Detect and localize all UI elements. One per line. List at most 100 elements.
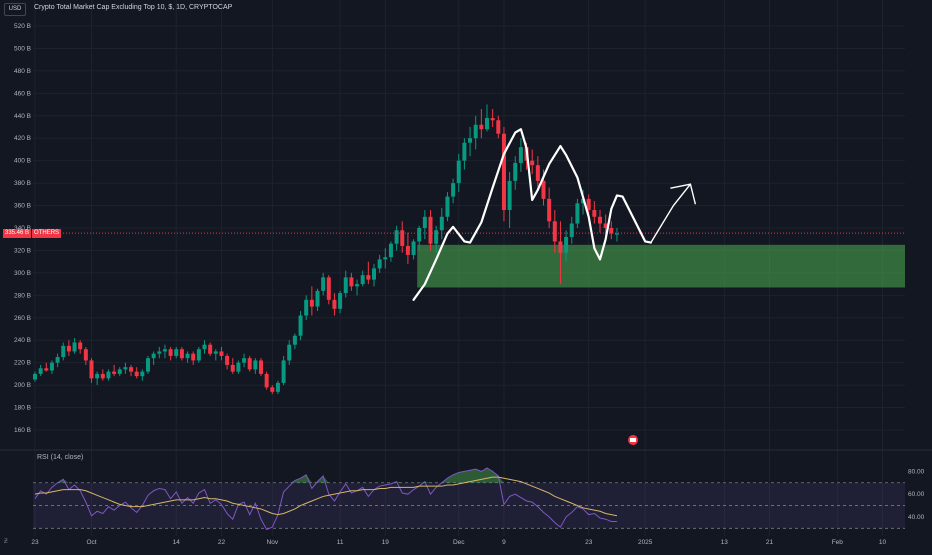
candle-body [451, 183, 456, 197]
candle [501, 127, 506, 222]
candle [38, 364, 43, 377]
candle [439, 207, 444, 240]
price-tick-label: 160 B [14, 427, 31, 434]
drawn-annotation-layer [412, 128, 697, 301]
candle [535, 156, 540, 190]
candle-body [185, 353, 190, 359]
time-tick-label: Feb [832, 539, 844, 546]
candle [270, 385, 275, 395]
candle [123, 362, 128, 374]
candle-body [230, 364, 235, 372]
candle-body [598, 216, 602, 224]
candle-body [428, 216, 433, 244]
candle-body [49, 362, 54, 371]
candle-body [162, 349, 167, 352]
candle [485, 104, 489, 132]
candle [547, 187, 552, 228]
candle [394, 225, 399, 251]
price-tick-label: 500 B [14, 45, 31, 52]
candle [468, 127, 473, 157]
candle-body [490, 118, 495, 121]
candle-body [236, 362, 241, 372]
time-tick-label: 10 [879, 539, 887, 546]
candle [388, 241, 393, 262]
candle [259, 358, 263, 377]
candle [83, 346, 88, 365]
drawn-path [412, 128, 652, 301]
candle-body [174, 349, 179, 356]
rsi-tick-label: 60.00 [908, 491, 925, 498]
candle [332, 293, 337, 316]
candle-body [95, 373, 100, 379]
candle-body [518, 147, 523, 163]
candle-body [309, 299, 314, 307]
candle [287, 340, 292, 365]
time-tick-label: Oct [86, 539, 96, 546]
candle-body [496, 120, 501, 134]
candle [552, 210, 557, 253]
candle-body [202, 344, 207, 350]
candle-body [468, 138, 473, 143]
candle [417, 225, 422, 251]
price-tick-label: 280 B [14, 292, 31, 299]
candle [146, 355, 150, 374]
candle [129, 364, 134, 377]
candle [614, 228, 619, 242]
rsi-title: RSI (14, close) [37, 454, 84, 461]
candle [598, 210, 602, 233]
candle-body [332, 299, 337, 309]
candle-body [287, 344, 292, 361]
price-tick-label: 340 B [14, 225, 31, 232]
candle-body [191, 353, 196, 361]
candle-body [78, 342, 83, 350]
candle-body [213, 351, 218, 354]
candle [456, 153, 461, 193]
support-zone [417, 244, 905, 288]
time-tick-label: 23 [31, 539, 39, 546]
drawn-arrowhead [670, 183, 697, 205]
candle-body [179, 349, 184, 359]
candle-body [123, 367, 128, 370]
candle-body [298, 315, 303, 336]
candle-body [321, 277, 326, 291]
currency-button[interactable]: USD [4, 3, 26, 16]
candle-body [372, 268, 376, 280]
candle [49, 360, 54, 374]
candle [225, 353, 230, 370]
candle-body [146, 358, 150, 372]
candle [95, 371, 100, 386]
candle-body [400, 230, 405, 246]
price-axis[interactable]: 520 B 500 B 480 B 460 B 440 B 420 B 400 B 380 B… [14, 23, 31, 434]
candle [575, 198, 580, 228]
time-tick-label: Nov [267, 539, 279, 546]
candle [326, 275, 331, 305]
price-tick-label: 520 B [14, 23, 31, 30]
candle [462, 138, 467, 170]
candle [507, 171, 512, 228]
price-tick-label: 440 B [14, 113, 31, 120]
candle-body [129, 367, 134, 372]
candle [44, 362, 49, 372]
candle [496, 115, 501, 139]
candle-body [112, 371, 117, 374]
price-tick-label: 360 B [14, 203, 31, 210]
candle-body [343, 277, 348, 294]
time-axis[interactable]: 23Oct1422Nov1119Dec92320251321Feb1018 [31, 539, 932, 546]
candle [315, 288, 320, 312]
candle [377, 254, 382, 273]
candle-body [473, 124, 478, 139]
candle [66, 340, 71, 356]
price-tick-label: 420 B [14, 135, 31, 142]
candle [609, 221, 614, 240]
candle-body [349, 277, 354, 287]
candle [185, 351, 190, 363]
candle [338, 290, 343, 314]
candle [411, 239, 416, 260]
candle [112, 364, 117, 377]
candle-body [253, 360, 258, 370]
candle [100, 369, 105, 381]
candle [191, 351, 196, 365]
timezone-icon[interactable]: Ƶ [4, 539, 8, 545]
